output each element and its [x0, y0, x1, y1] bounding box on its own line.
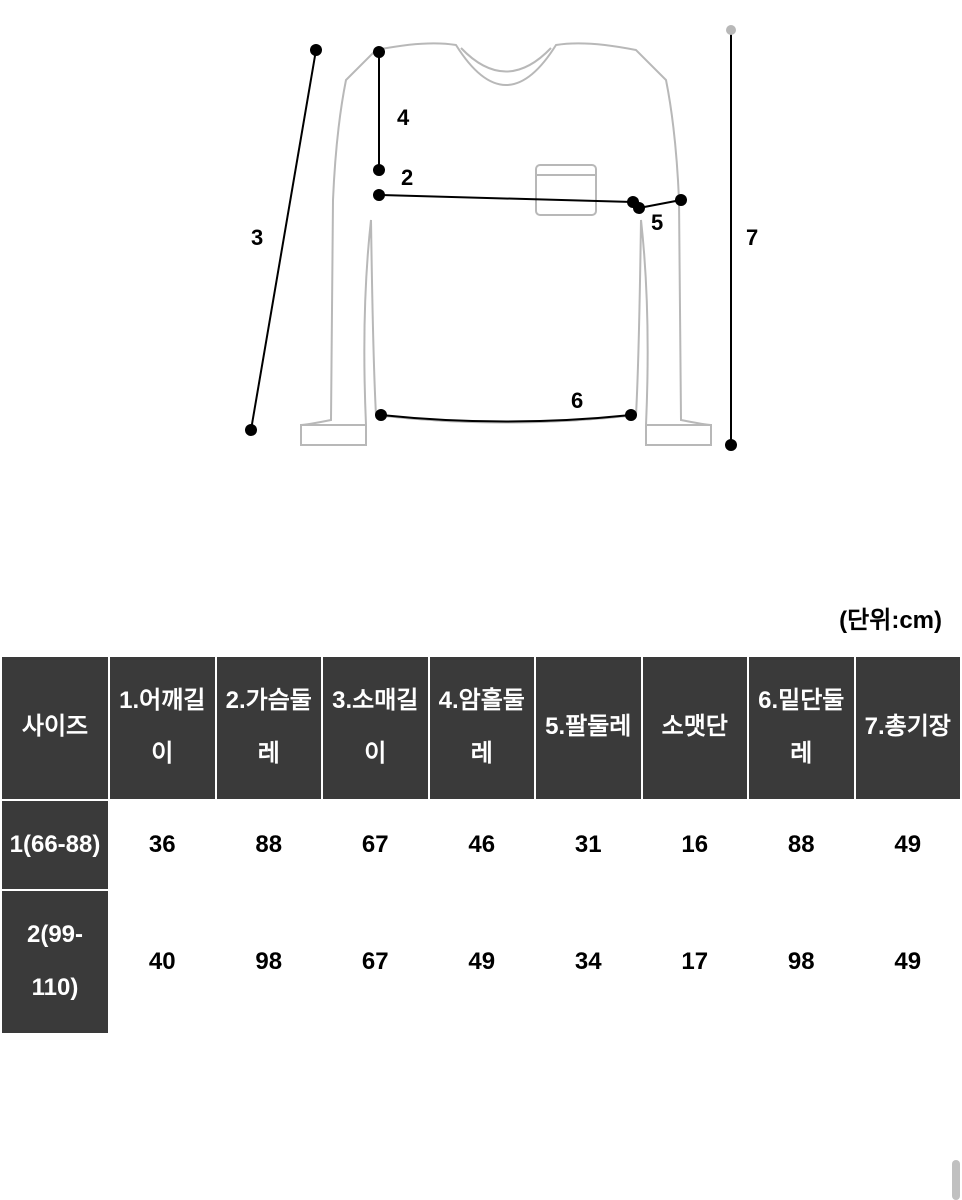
cell: 16	[642, 800, 749, 891]
cell: 34	[535, 890, 642, 1034]
size-table: 사이즈 1.어깨길이 2.가슴둘레 3.소매길이 4.암홀둘레 5.팔둘레 소맷…	[0, 655, 962, 1035]
row-size-label: 2(99-110)	[1, 890, 109, 1034]
cell: 88	[216, 800, 323, 891]
table-header-row: 사이즈 1.어깨길이 2.가슴둘레 3.소매길이 4.암홀둘레 5.팔둘레 소맷…	[1, 656, 961, 800]
cell: 98	[748, 890, 855, 1034]
cell: 49	[429, 890, 536, 1034]
scrollbar-thumb[interactable]	[952, 1160, 960, 1200]
dim-label-4: 4	[397, 105, 410, 130]
cell: 98	[216, 890, 323, 1034]
col-cuff: 소맷단	[642, 656, 749, 800]
unit-label: (단위:cm)	[0, 600, 962, 635]
cell: 67	[322, 890, 429, 1034]
col-armcirc: 5.팔둘레	[535, 656, 642, 800]
col-shoulder: 1.어깨길이	[109, 656, 216, 800]
col-hem: 6.밑단둘레	[748, 656, 855, 800]
cell: 67	[322, 800, 429, 891]
cell: 49	[855, 800, 962, 891]
shirt-measure-svg: 3 2 4 5 6 7	[201, 10, 761, 470]
col-armhole: 4.암홀둘레	[429, 656, 536, 800]
col-length: 7.총기장	[855, 656, 962, 800]
dim-label-5: 5	[651, 210, 663, 235]
cell: 36	[109, 800, 216, 891]
cell: 40	[109, 890, 216, 1034]
table-row: 1(66-88) 36 88 67 46 31 16 88 49	[1, 800, 961, 891]
cell: 31	[535, 800, 642, 891]
col-size: 사이즈	[1, 656, 109, 800]
size-diagram: 3 2 4 5 6 7	[0, 0, 962, 500]
cell: 46	[429, 800, 536, 891]
cell: 17	[642, 890, 749, 1034]
dim-label-6: 6	[571, 388, 583, 413]
cell: 88	[748, 800, 855, 891]
col-chest: 2.가슴둘레	[216, 656, 323, 800]
dim-label-7: 7	[746, 225, 758, 250]
row-size-label: 1(66-88)	[1, 800, 109, 891]
dim-label-2: 2	[401, 165, 413, 190]
cell: 49	[855, 890, 962, 1034]
table-row: 2(99-110) 40 98 67 49 34 17 98 49	[1, 890, 961, 1034]
dim-label-3: 3	[251, 225, 263, 250]
col-sleeve: 3.소매길이	[322, 656, 429, 800]
